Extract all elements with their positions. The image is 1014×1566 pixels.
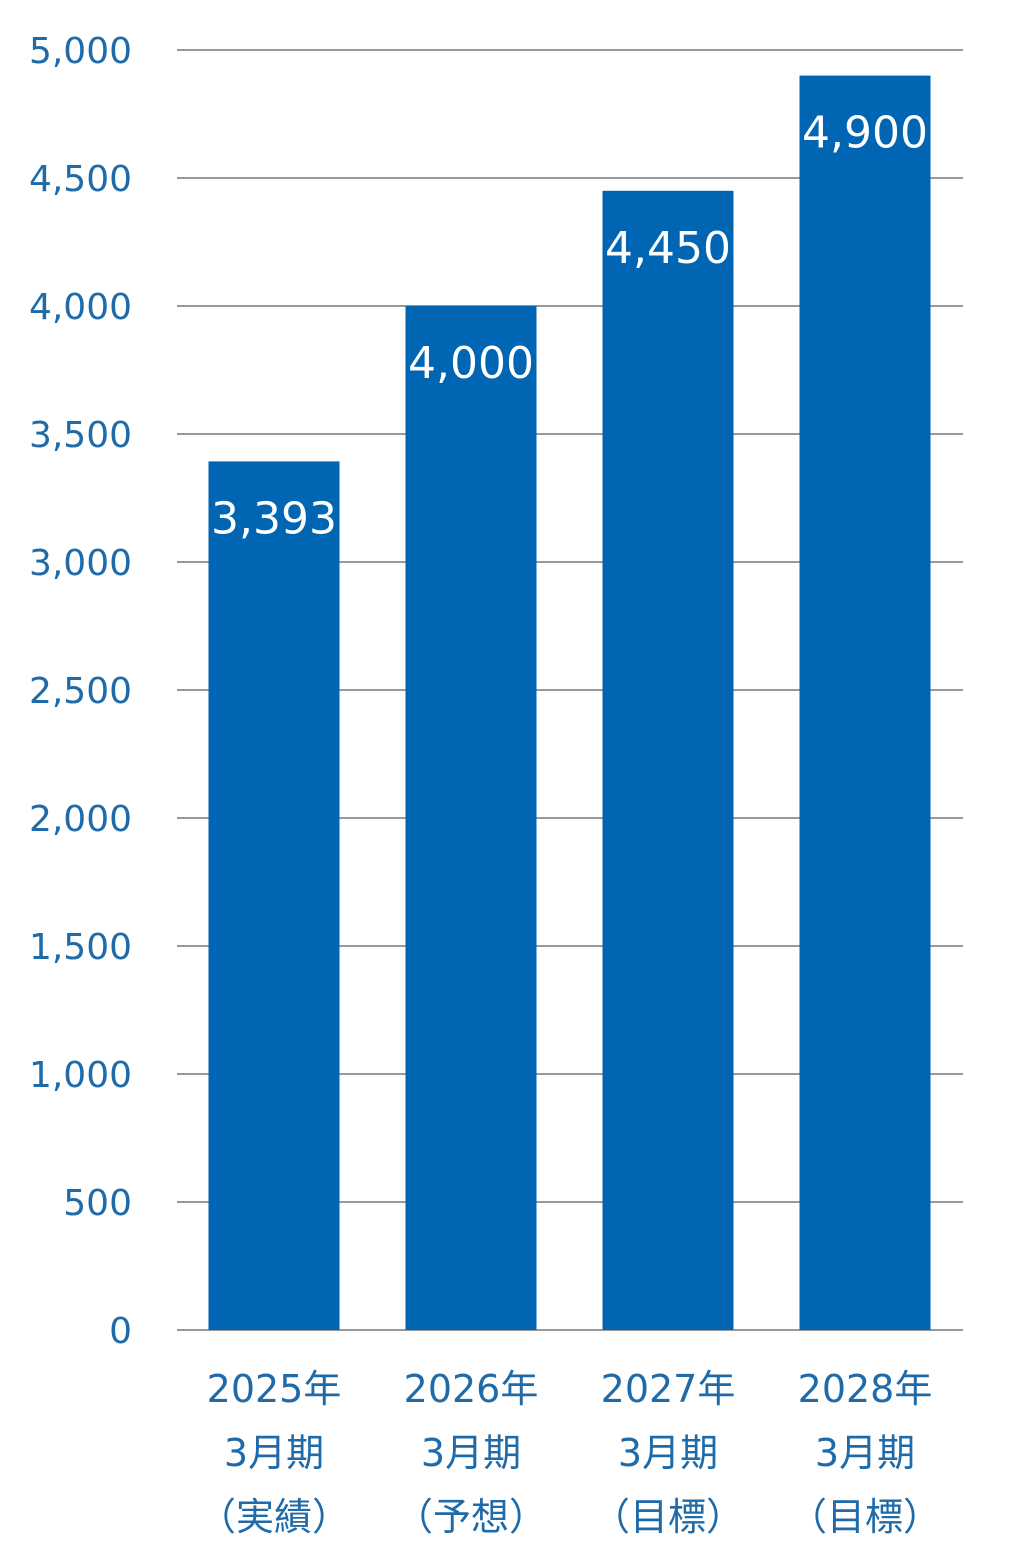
y-tick-label: 1,500 <box>29 927 132 968</box>
category-label-line: 2027年 <box>601 1367 736 1411</box>
bar-value-label: 3,393 <box>211 493 337 544</box>
bars <box>208 75 931 1331</box>
bar-value-labels: 3,393 4,000 4,450 4,900 <box>211 108 928 545</box>
y-tick-label: 0 <box>109 1311 132 1352</box>
category-label-line: 2026年 <box>404 1367 539 1411</box>
category-label-line: 3月期 <box>618 1431 718 1475</box>
y-tick-label: 3,000 <box>29 543 132 584</box>
category-label-line: 3月期 <box>224 1431 324 1475</box>
category-label-line: 2028年 <box>798 1367 933 1411</box>
bar-value-label: 4,900 <box>802 108 928 159</box>
y-axis-tick-labels: 0 500 1,000 1,500 2,000 2,500 3,000 3,500 4,000 4… <box>29 31 132 1352</box>
y-tick-label: 4,500 <box>29 159 132 200</box>
category-label-line: （目標） <box>789 1495 941 1539</box>
category-label-line: 3月期 <box>421 1431 521 1475</box>
category-label-line: （実績） <box>198 1495 350 1539</box>
bar <box>799 75 931 1331</box>
y-tick-label: 2,000 <box>29 799 132 840</box>
bar <box>602 190 734 1330</box>
y-tick-label: 1,000 <box>29 1055 132 1096</box>
bar-value-label: 4,000 <box>408 338 534 389</box>
y-tick-label: 3,500 <box>29 415 132 456</box>
bar <box>208 461 340 1331</box>
bar-value-label: 4,450 <box>605 223 731 274</box>
x-axis-category-labels: 2025年 3月期 （実績） 2026年 3月期 （予想） 2027年 3月期 （目標） 2028… <box>198 1367 941 1539</box>
y-tick-label: 500 <box>63 1183 132 1224</box>
category-label-line: （予想） <box>395 1495 547 1539</box>
category-label-line: 2025年 <box>207 1367 342 1411</box>
category-label-line: （目標） <box>592 1495 744 1539</box>
y-tick-label: 4,000 <box>29 287 132 328</box>
bar <box>405 306 537 1330</box>
category-label-line: 3月期 <box>815 1431 915 1475</box>
y-tick-label: 2,500 <box>29 671 132 712</box>
y-tick-label: 5,000 <box>29 31 132 72</box>
